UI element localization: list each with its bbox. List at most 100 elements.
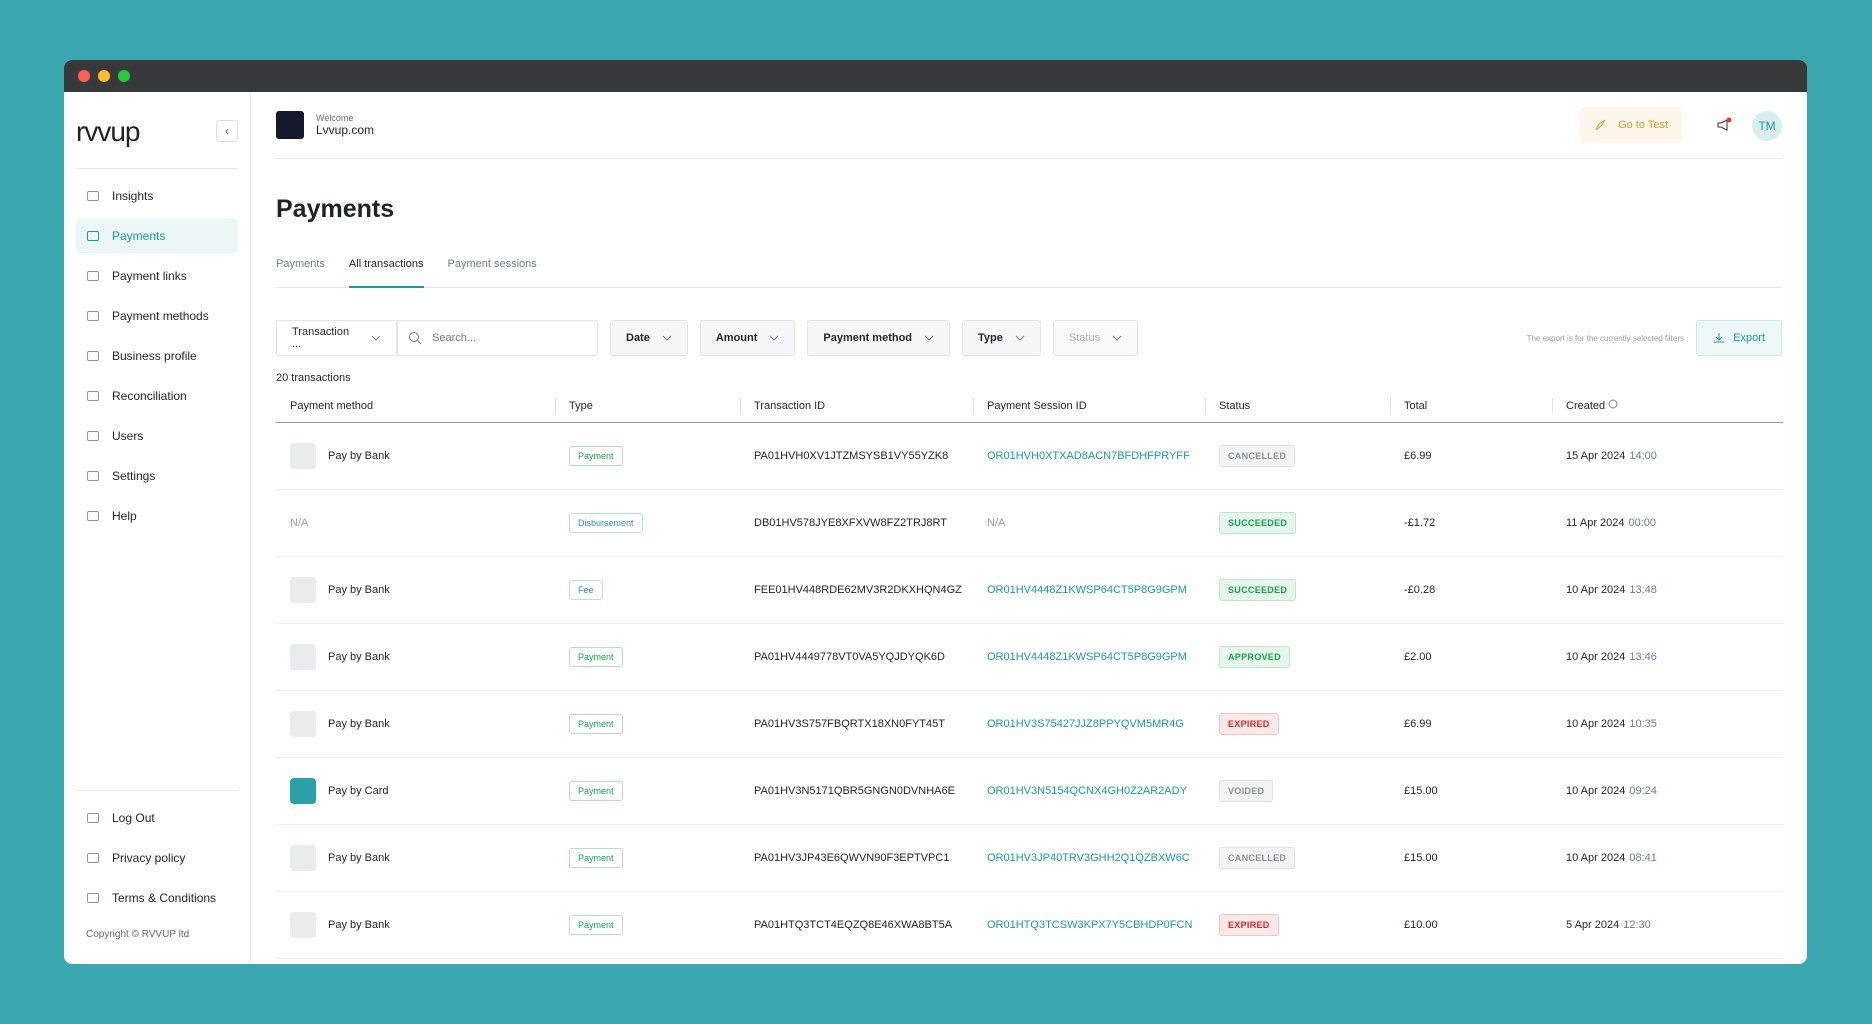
transaction-row[interactable]: Pay by Bank Payment PA01HV4449778VT0VA5YQJ… bbox=[276, 623, 1783, 691]
nav-label: Users bbox=[112, 429, 144, 443]
nav-item[interactable]: Payment links bbox=[76, 259, 238, 293]
transaction-row[interactable]: Pay by Bank Payment PA01HV3JP43E6QWVN90F3E… bbox=[276, 824, 1783, 892]
nav-item[interactable]: Insights bbox=[76, 179, 238, 213]
nav-item[interactable]: Users bbox=[76, 419, 238, 453]
nav-icon bbox=[87, 231, 99, 241]
session-id[interactable]: OR01HV3S75427JJZ8PPYQVM5MR4G bbox=[973, 690, 1205, 758]
date: 10 Apr 2024 bbox=[1566, 851, 1626, 864]
session-id[interactable]: OR01HTQ3TCSW3KPX7Y5CBHDP0FCN bbox=[973, 891, 1205, 959]
announcements[interactable] bbox=[1716, 117, 1732, 133]
zoom-dot[interactable] bbox=[118, 70, 130, 82]
transactions-table: Payment method Type Transaction ID Payment … bbox=[276, 390, 1783, 959]
transaction-row[interactable]: Pay by Bank Fee FEE01HV448RDE62MV3R2DKXHQN… bbox=[276, 556, 1783, 624]
collapse-button[interactable]: ‹ bbox=[216, 120, 238, 142]
time: 12:30 bbox=[1623, 918, 1651, 931]
nav-icon bbox=[87, 311, 99, 321]
transaction-id: PA01HVH0XV1JTZMSYSB1VY55YZK8 bbox=[740, 422, 973, 490]
cell: Payment bbox=[555, 891, 740, 959]
payment-method: Pay by Card bbox=[328, 784, 389, 797]
time: 13:46 bbox=[1629, 650, 1657, 663]
session-id[interactable]: OR01HVH0XTXAD8ACN7BFDHFPRYFF bbox=[973, 422, 1205, 490]
download-icon bbox=[1714, 333, 1725, 343]
status-badge: CANCELLED bbox=[1219, 846, 1296, 869]
cell: Payment bbox=[555, 824, 740, 892]
logo[interactable]: rvvup bbox=[76, 116, 140, 147]
close-dot[interactable] bbox=[78, 70, 90, 82]
transaction-row[interactable]: Pay by Card Payment PA01HV3N5171QBR5GNGN0D… bbox=[276, 757, 1783, 825]
filter-dropdown[interactable]: Amount bbox=[699, 320, 796, 356]
nav-icon bbox=[87, 271, 99, 281]
column-header[interactable]: Payment Session ID bbox=[973, 390, 1205, 423]
column-header[interactable]: Transaction ID bbox=[740, 390, 973, 423]
nav-item[interactable]: Payments bbox=[76, 219, 238, 253]
column-header[interactable]: Created bbox=[1552, 390, 1783, 423]
filter-dropdown[interactable]: Date bbox=[610, 320, 688, 356]
transaction-row[interactable]: Pay by Bank Payment PA01HVH0XV1JTZMSYSB1VY… bbox=[276, 422, 1783, 490]
bank-icon bbox=[290, 576, 316, 603]
transaction-id: PA01HV4449778VT0VA5YQJDYQK6D bbox=[740, 623, 973, 691]
column-header[interactable]: Status bbox=[1205, 390, 1390, 423]
session-id[interactable]: OR01HV4448Z1KWSP64CT5P8G9GPM bbox=[973, 556, 1205, 624]
nav-item[interactable]: Reconciliation bbox=[76, 379, 238, 413]
table-body: Pay by Bank Payment PA01HVH0XV1JTZMSYSB1VY… bbox=[276, 422, 1783, 959]
nav-label: Insights bbox=[112, 189, 154, 203]
session-id[interactable]: OR01HV3N5154QCNX4GH0Z2AR2ADY bbox=[973, 757, 1205, 825]
avatar[interactable]: TM bbox=[1752, 111, 1782, 141]
sidebar: rvvup ‹ Insights Payments Payment links Pay… bbox=[64, 92, 251, 964]
search-input[interactable]: Search... bbox=[397, 320, 598, 356]
go-to-test-button[interactable]: Go to Test bbox=[1580, 107, 1682, 143]
type-pill: Payment bbox=[569, 780, 623, 801]
nav-item[interactable]: Privacy policy bbox=[76, 841, 238, 875]
nav-item[interactable]: Settings bbox=[76, 459, 238, 493]
search-placeholder: Search... bbox=[432, 332, 477, 344]
type-pill: Payment bbox=[569, 713, 623, 734]
nav-item[interactable]: Help bbox=[76, 499, 238, 533]
cell: CANCELLED bbox=[1205, 422, 1390, 490]
filter-dropdown[interactable]: Payment method bbox=[807, 320, 951, 356]
column-header[interactable]: Type bbox=[555, 390, 740, 423]
date: 11 Apr 2024 bbox=[1566, 516, 1625, 529]
column-header[interactable]: Payment method bbox=[276, 390, 555, 423]
nav-label: Payment methods bbox=[112, 309, 209, 323]
transaction-row[interactable]: Pay by Bank Payment PA01HV3S757FBQRTX18XN0… bbox=[276, 690, 1783, 758]
transaction-row[interactable]: Pay by Bank Payment PA01HTQ3TCT4EQZQ8E46XW… bbox=[276, 891, 1783, 959]
chevron bbox=[371, 335, 381, 341]
nav-item[interactable]: Log Out bbox=[76, 801, 238, 835]
nav: Insights Payments Payment links Payment met… bbox=[76, 179, 238, 533]
time: 10:35 bbox=[1629, 717, 1657, 730]
session-id[interactable]: OR01HV4448Z1KWSP64CT5P8G9GPM bbox=[973, 623, 1205, 691]
chevron bbox=[924, 335, 934, 341]
status-badge: CANCELLED bbox=[1219, 444, 1296, 467]
title-bar bbox=[64, 60, 1807, 92]
tab[interactable]: Payment sessions bbox=[447, 258, 537, 270]
column-header[interactable]: Total bbox=[1390, 390, 1552, 423]
transaction-id: PA01HV3S757FBQRTX18XN0FYT45T bbox=[740, 690, 973, 758]
nav-item[interactable]: Business profile bbox=[76, 339, 238, 373]
export-button[interactable]: Export bbox=[1696, 320, 1782, 356]
cell: EXPIRED bbox=[1205, 690, 1390, 758]
status-badge: VOIDED bbox=[1219, 779, 1274, 802]
filter-dropdown[interactable]: Type bbox=[962, 320, 1041, 356]
tab[interactable]: Payments bbox=[276, 258, 325, 270]
time: 08:41 bbox=[1629, 851, 1657, 864]
filter-label: Amount bbox=[715, 332, 758, 344]
nav-icon bbox=[87, 853, 99, 863]
cell: 10 Apr 2024 13:46 bbox=[1552, 623, 1783, 691]
transaction-row[interactable]: N/A Disbursement DB01HV578JYE8XFXVW8FZ2TRJ… bbox=[276, 489, 1783, 557]
session-id[interactable]: OR01HV3JP40TRV3GHH2Q1QZBXW6C bbox=[973, 824, 1205, 892]
cell: APPROVED bbox=[1205, 623, 1390, 691]
chevron bbox=[770, 335, 779, 341]
tab[interactable]: All transactions bbox=[348, 258, 424, 288]
nav-label: Help bbox=[112, 509, 137, 523]
divider bbox=[76, 168, 238, 169]
nav-item[interactable]: Terms & Conditions bbox=[76, 881, 238, 915]
minimize-dot[interactable] bbox=[98, 70, 110, 82]
total: £15.00 bbox=[1390, 757, 1552, 825]
cell: Payment bbox=[555, 690, 740, 758]
nav-icon bbox=[87, 391, 99, 401]
bank-icon bbox=[290, 442, 316, 469]
filter-label: Status bbox=[1068, 332, 1101, 344]
nav-item[interactable]: Payment methods bbox=[76, 299, 238, 333]
filter-dropdown[interactable]: Transaction ... bbox=[276, 320, 397, 356]
nav-label: Payments bbox=[112, 229, 166, 243]
